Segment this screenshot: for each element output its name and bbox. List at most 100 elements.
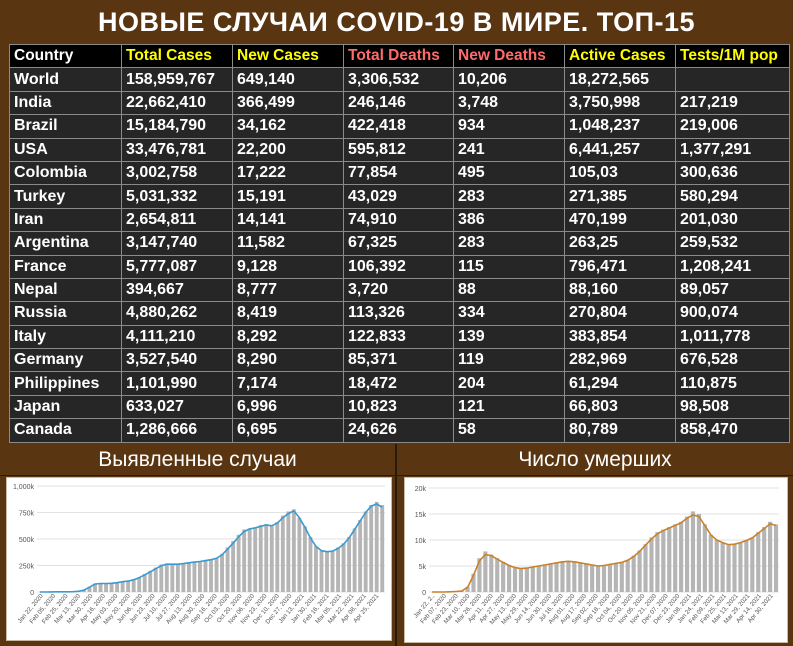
cell-country: Germany: [9, 348, 122, 373]
table-row: Iran 2,654,811 14,141 74,910 386 470,199 201,0…: [9, 207, 790, 233]
cell-tests-per-1m: 1,377,291: [675, 137, 790, 162]
bar: [148, 570, 153, 592]
bar: [524, 567, 529, 592]
header-new-deaths: New Deaths: [453, 43, 565, 69]
cell-new-deaths: 934: [453, 114, 565, 139]
bar: [684, 516, 690, 592]
bar: [738, 542, 743, 592]
cell-active-cases: 61,294: [564, 371, 676, 396]
table-row: Italy 4,111,210 8,292 122,833 139 383,854 1,01…: [9, 324, 790, 350]
table-row: Brazil 15,184,790 34,162 422,418 934 1,048,23…: [9, 114, 790, 139]
cell-total-cases: 3,002,758: [121, 160, 233, 186]
bar: [773, 524, 779, 592]
cell-active-cases: 88,160: [564, 277, 676, 303]
bar: [120, 581, 125, 592]
bar: [369, 505, 374, 592]
bar: [578, 562, 583, 592]
y-tick-label: 0: [422, 590, 426, 597]
bar: [590, 564, 595, 592]
table-row: Turkey 5,031,332 15,191 43,029 283 271,385 580…: [9, 184, 790, 209]
bar: [625, 559, 630, 592]
page-title: НОВЫЕ СЛУЧАИ COVID-19 В МИРЕ. ТОП-15: [97, 6, 696, 37]
bar: [708, 534, 713, 592]
cell-tests-per-1m: 201,030: [675, 207, 790, 233]
cell-new-cases: 366,499: [232, 90, 344, 116]
cell-active-cases: 18,272,565: [564, 67, 676, 92]
bar: [471, 573, 476, 592]
cell-country: France: [9, 254, 122, 279]
cell-total-deaths: 3,720: [343, 277, 454, 303]
bar: [649, 537, 654, 592]
cell-total-deaths: 77,854: [343, 160, 454, 186]
cell-tests-per-1m: 900,074: [675, 301, 790, 326]
table-row: Colombia 3,002,758 17,222 77,854 495 105,03 30…: [9, 160, 790, 186]
cell-active-cases: 6,441,257: [564, 137, 676, 162]
bar: [82, 589, 86, 592]
y-tick-label: 250k: [19, 564, 35, 571]
cell-tests-per-1m: 858,470: [675, 418, 790, 443]
bar: [374, 501, 379, 592]
cell-country: Russia: [9, 301, 122, 326]
cell-total-cases: 5,031,332: [121, 184, 233, 209]
cell-active-cases: 80,789: [564, 418, 676, 443]
cell-new-cases: 14,141: [232, 207, 344, 233]
cell-total-cases: 2,654,811: [121, 207, 233, 233]
cell-total-deaths: 85,371: [343, 348, 454, 373]
table-row: USA 33,476,781 22,200 595,812 241 6,441,257 1,…: [9, 137, 790, 162]
cell-total-cases: 1,101,990: [121, 371, 233, 396]
bar: [465, 586, 470, 592]
cell-tests-per-1m: 259,532: [675, 231, 790, 256]
cell-new-cases: 8,777: [232, 277, 344, 303]
table-header-row: Country Total Cases New Cases Total Deaths N…: [9, 43, 790, 69]
cell-new-cases: 22,200: [232, 137, 344, 162]
cell-country: Italy: [9, 324, 122, 350]
bar: [115, 582, 120, 592]
table-row: Japan 633,027 6,996 10,823 121 66,803 98,508: [9, 394, 790, 420]
bar: [661, 529, 666, 592]
bar: [126, 580, 131, 592]
bar: [655, 532, 660, 592]
bar: [192, 561, 197, 592]
bar: [308, 536, 313, 592]
header-total-deaths: Total Deaths: [343, 43, 454, 69]
cell-total-cases: 5,777,087: [121, 254, 233, 279]
bar: [319, 550, 324, 592]
bar: [756, 532, 761, 592]
bar: [231, 541, 236, 592]
cell-tests-per-1m: 219,006: [675, 114, 790, 139]
cell-total-deaths: 3,306,532: [343, 67, 454, 92]
bar: [153, 567, 158, 592]
cell-new-deaths: 241: [453, 137, 565, 162]
bar: [198, 561, 202, 592]
bar: [330, 550, 335, 592]
table-row: Philippines 1,101,990 7,174 18,472 204 61,294…: [9, 371, 790, 396]
cell-tests-per-1m: 1,011,778: [675, 324, 790, 350]
bar: [667, 527, 672, 592]
bar: [690, 511, 696, 592]
cell-total-deaths: 106,392: [343, 254, 454, 279]
bar: [744, 540, 749, 592]
cell-country: Philippines: [9, 371, 122, 396]
bar: [236, 534, 241, 592]
cell-total-cases: 394,667: [121, 277, 233, 303]
cell-total-cases: 3,527,540: [121, 348, 233, 373]
y-tick-label: 10k: [415, 538, 427, 545]
bar: [336, 547, 340, 592]
cell-new-deaths: 10,206: [453, 67, 565, 92]
bar: [512, 567, 518, 592]
cell-active-cases: 105,03: [564, 160, 676, 186]
table-row: World 158,959,767 649,140 3,306,532 10,206 18…: [9, 67, 790, 92]
bar: [631, 555, 636, 592]
cell-new-cases: 8,419: [232, 301, 344, 326]
cell-active-cases: 263,25: [564, 231, 676, 256]
bar: [186, 562, 191, 592]
cell-new-deaths: 386: [453, 207, 565, 233]
bar: [352, 528, 357, 592]
cases-chart-title: Выявленные случаи: [98, 448, 297, 471]
cell-new-deaths: 495: [453, 160, 565, 186]
cell-new-deaths: 3,748: [453, 90, 565, 116]
bar: [768, 521, 773, 592]
bar: [347, 536, 352, 592]
y-tick-label: 15k: [415, 512, 427, 519]
